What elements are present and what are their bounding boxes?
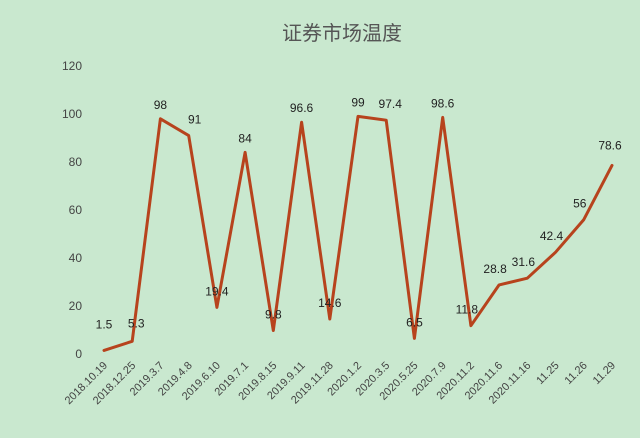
- data-label: 78.6: [598, 138, 622, 152]
- data-label: 42.4: [540, 229, 564, 243]
- data-label: 28.8: [483, 262, 507, 276]
- y-tick-label: 20: [69, 299, 83, 313]
- data-label: 1.5: [96, 317, 113, 331]
- y-tick-label: 80: [69, 155, 83, 169]
- y-tick-label: 60: [69, 203, 83, 217]
- data-label: 98: [154, 98, 168, 112]
- data-label: 11.8: [456, 303, 479, 317]
- data-label: 98.6: [431, 96, 455, 110]
- y-tick-label: 120: [62, 59, 82, 73]
- data-label: 6.5: [406, 315, 423, 329]
- data-label: 9.8: [265, 307, 282, 321]
- data-label: 91: [188, 113, 202, 127]
- chart-title: 证券市场温度: [282, 21, 402, 45]
- data-label: 56: [573, 197, 587, 211]
- data-labels: 1.5 5.3 98 91 19.4 84 9.8 96.6 14.6 99 97.4 6.5 98.6…: [96, 95, 622, 331]
- y-tick-label: 100: [62, 107, 82, 121]
- series-line: [102, 114, 614, 352]
- data-label: 84: [238, 131, 252, 145]
- y-axis-ticks: 0 20 40 60 80 100 120: [62, 59, 82, 361]
- data-label: 5.3: [128, 316, 145, 330]
- data-label: 99: [351, 95, 365, 109]
- data-label: 14.6: [318, 296, 342, 310]
- data-label: 19.4: [205, 284, 229, 298]
- data-label: 96.6: [290, 101, 314, 115]
- y-tick-label: 0: [75, 347, 82, 361]
- y-tick-label: 40: [69, 251, 83, 265]
- data-label: 97.4: [379, 97, 403, 111]
- data-label: 31.6: [512, 255, 536, 269]
